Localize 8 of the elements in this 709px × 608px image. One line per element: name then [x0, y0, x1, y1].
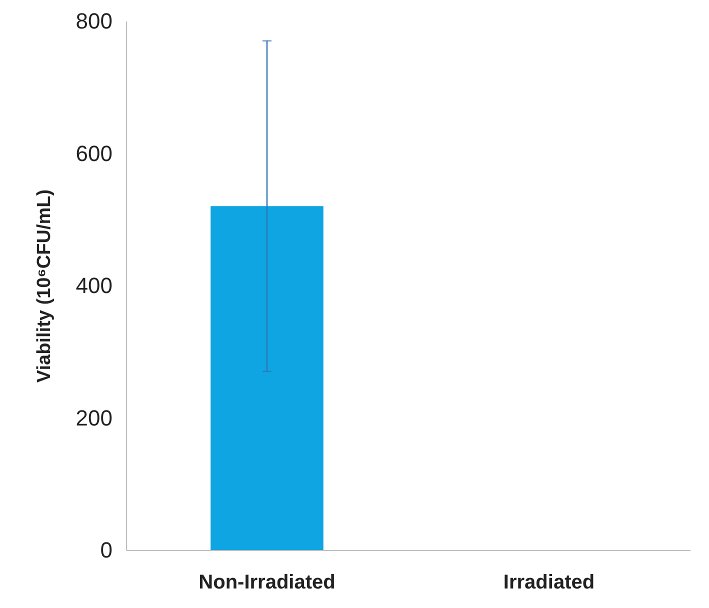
x-tick-label: Irradiated	[503, 572, 595, 594]
x-tick-label: Non-Irradiated	[198, 572, 336, 594]
y-tick-label: 0	[100, 538, 112, 562]
y-tick-label: 200	[76, 405, 112, 430]
y-tick-label: 600	[76, 140, 112, 166]
y-tick-label: 800	[76, 8, 112, 34]
y-tick-label: 400	[76, 273, 112, 298]
y-axis-title: Viability (10⁶CFU/mL)	[34, 189, 55, 383]
